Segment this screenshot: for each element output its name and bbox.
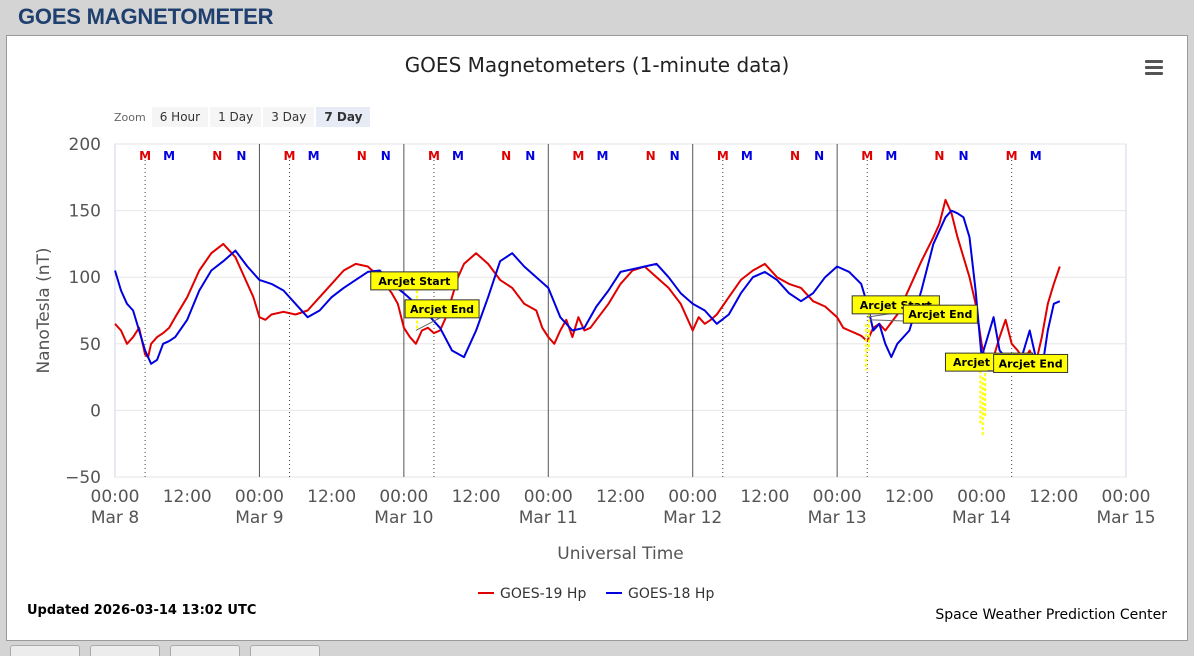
marker-label-n: N: [525, 149, 535, 163]
marker-label-n: N: [646, 149, 656, 163]
bottom-tabs: [10, 645, 330, 655]
marker-label-m: M: [596, 149, 608, 163]
legend-label: GOES-19 Hp: [500, 586, 586, 602]
x-tick-date: Mar 11: [519, 508, 578, 528]
x-tick-time: 00:00: [91, 487, 140, 507]
chart-panel: GOES Magnetometers (1-minute data) Zoom …: [6, 35, 1188, 641]
tab-3[interactable]: [170, 645, 240, 656]
y-tick-label: 200: [69, 135, 101, 155]
marker-label-m: M: [163, 149, 175, 163]
x-tick-time: 12:00: [163, 487, 212, 507]
x-tick-date: Mar 13: [808, 508, 867, 528]
marker-label-m: M: [139, 149, 151, 163]
x-tick-time: 00:00: [668, 487, 717, 507]
x-tick-date: Mar 8: [91, 508, 139, 528]
x-tick-time: 00:00: [1102, 487, 1151, 507]
marker-label-n: N: [501, 149, 511, 163]
x-tick-date: Mar 10: [374, 508, 433, 528]
y-tick-label: 0: [90, 401, 101, 421]
marker-label-m: M: [284, 149, 296, 163]
marker-label-n: N: [236, 149, 246, 163]
x-tick-time: 12:00: [307, 487, 356, 507]
marker-label-n: N: [790, 149, 800, 163]
x-tick-time: 12:00: [885, 487, 934, 507]
updated-timestamp: Updated 2026-03-14 13:02 UTC: [27, 603, 256, 618]
series-line-goes-19: [115, 200, 1060, 371]
page-title: GOES MAGNETOMETER: [18, 4, 273, 30]
arcjet-label: Arcjet Start: [378, 275, 450, 288]
arcjet-label: Arcjet End: [410, 303, 474, 316]
arcjet-label: Arcjet End: [908, 308, 972, 321]
marker-label-n: N: [814, 149, 824, 163]
marker-label-m: M: [717, 149, 729, 163]
page-header: GOES MAGNETOMETER: [0, 0, 1194, 34]
marker-label-m: M: [572, 149, 584, 163]
y-tick-label: 150: [69, 202, 101, 222]
x-tick-time: 00:00: [813, 487, 862, 507]
marker-label-n: N: [934, 149, 944, 163]
legend-label: GOES-18 Hp: [628, 586, 714, 602]
marker-label-m: M: [308, 149, 320, 163]
y-tick-label: −50: [65, 468, 101, 488]
credit-text: Space Weather Prediction Center: [935, 607, 1167, 623]
x-tick-date: Mar 12: [663, 508, 722, 528]
marker-label-m: M: [885, 149, 897, 163]
x-tick-date: Mar 9: [235, 508, 283, 528]
x-tick-time: 00:00: [235, 487, 284, 507]
marker-label-n: N: [212, 149, 222, 163]
x-tick-time: 12:00: [596, 487, 645, 507]
marker-label-m: M: [1030, 149, 1042, 163]
x-tick-date: Mar 15: [1096, 508, 1155, 528]
tab-4[interactable]: [250, 645, 320, 656]
x-tick-time: 00:00: [524, 487, 573, 507]
y-tick-label: 100: [69, 268, 101, 288]
x-tick-time: 12:00: [740, 487, 789, 507]
marker-label-m: M: [428, 149, 440, 163]
marker-label-m: M: [741, 149, 753, 163]
x-tick-time: 00:00: [957, 487, 1006, 507]
y-axis-title: NanoTesla (nT): [34, 247, 54, 373]
marker-label-m: M: [1006, 149, 1018, 163]
marker-label-n: N: [670, 149, 680, 163]
marker-label-m: M: [452, 149, 464, 163]
x-tick-time: 00:00: [379, 487, 428, 507]
series-line-goes-18: [115, 211, 1060, 371]
tab-2[interactable]: [90, 645, 160, 656]
marker-label-m: M: [861, 149, 873, 163]
tab-1[interactable]: [10, 645, 80, 656]
marker-label-n: N: [958, 149, 968, 163]
x-tick-time: 12:00: [1029, 487, 1078, 507]
arcjet-label: Arcjet End: [999, 357, 1063, 370]
y-tick-label: 50: [79, 335, 101, 355]
x-axis-title: Universal Time: [557, 544, 683, 564]
marker-label-n: N: [357, 149, 367, 163]
x-tick-date: Mar 14: [952, 508, 1011, 528]
x-tick-time: 12:00: [452, 487, 501, 507]
marker-label-n: N: [381, 149, 391, 163]
